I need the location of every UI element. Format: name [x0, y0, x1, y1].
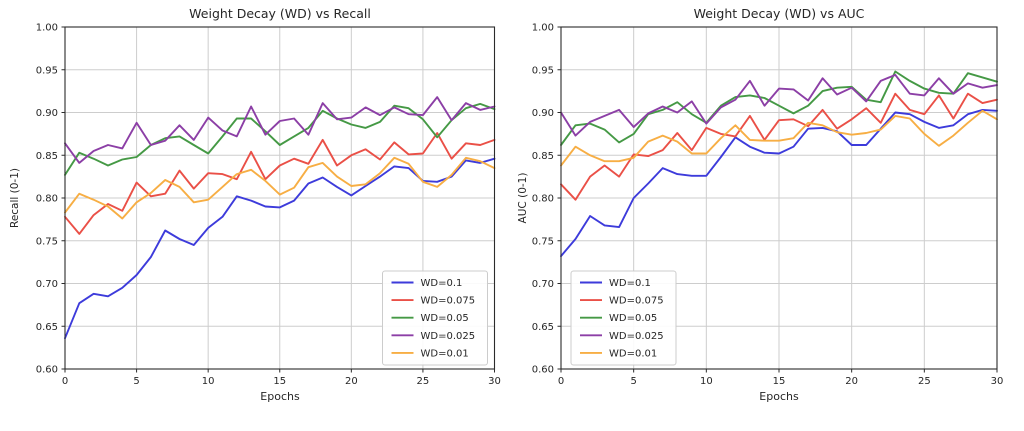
x-tick-label: 10 [202, 376, 215, 387]
y-tick-label: 0.75 [36, 236, 58, 247]
legend: WD=0.1 WD=0.075 WD=0.05 WD=0.025 WD=0.01 [382, 270, 488, 366]
x-tick-label: 20 [845, 376, 858, 387]
y-tick-label: 1.00 [36, 23, 58, 34]
x-tick-label: 30 [991, 376, 1004, 387]
x-tick-label: 15 [773, 376, 786, 387]
y-tick-label: 0.70 [532, 279, 554, 290]
series-line-wd-0.075 [64, 132, 496, 235]
x-axis-label: Epochs [260, 390, 300, 403]
y-tick-label: 0.85 [36, 151, 58, 162]
series-line-wd-0.05 [560, 70, 998, 146]
y-tick-label: 0.90 [532, 108, 554, 119]
y-tick-label: 0.80 [532, 194, 554, 205]
legend-label: WD=0.025 [421, 331, 476, 342]
legend-box [570, 270, 677, 366]
auc-chart: Weight Decay (WD) vs AUC AUC (0-1) Epoch… [512, 0, 1024, 431]
y-tick-label: 0.70 [36, 279, 58, 290]
legend-label: WD=0.05 [421, 313, 469, 324]
legend-label: WD=0.075 [421, 296, 476, 307]
x-tick-label: 30 [488, 376, 501, 387]
chart-title: Weight Decay (WD) vs Recall [189, 6, 371, 21]
series-line-wd-0.025 [64, 96, 496, 164]
series-line-wd-0.1 [560, 108, 998, 258]
x-tick-label: 0 [62, 376, 68, 387]
plot-area: 0 5 10 15 20 25 30 0.60 0.65 0.70 0.75 0.80 0.85 0.90… [36, 23, 501, 388]
x-tick-label: 25 [918, 376, 931, 387]
plot-area: 0 5 10 15 20 25 30 0.60 0.65 0.70 0.75 0.80 0.85 0.90… [532, 23, 1004, 388]
series-line-wd-0.075 [560, 92, 998, 201]
legend-label: WD=0.05 [609, 313, 657, 324]
legend-label: WD=0.1 [609, 278, 651, 289]
x-tick-label: 25 [417, 376, 430, 387]
y-tick-label: 0.75 [532, 236, 554, 247]
legend: WD=0.1 WD=0.075 WD=0.05 WD=0.025 WD=0.01 [570, 270, 677, 366]
y-tick-label: 0.60 [532, 365, 554, 376]
y-tick-label: 0.95 [532, 65, 554, 76]
series-line-wd-0.01 [64, 156, 496, 220]
y-tick-label: 0.85 [532, 151, 554, 162]
legend-box [382, 270, 488, 366]
x-tick-label: 20 [345, 376, 358, 387]
series-line-wd-0.025 [560, 73, 998, 137]
chart-title: Weight Decay (WD) vs AUC [693, 6, 865, 21]
y-tick-label: 0.60 [36, 365, 58, 376]
x-tick-label: 5 [630, 376, 636, 387]
y-tick-label: 0.65 [36, 322, 58, 333]
legend-label: WD=0.01 [609, 348, 657, 359]
y-tick-label: 0.65 [532, 322, 554, 333]
legend-label: WD=0.1 [421, 278, 463, 289]
legend-label: WD=0.01 [421, 348, 469, 359]
y-tick-label: 0.95 [36, 65, 58, 76]
x-tick-label: 0 [558, 376, 564, 387]
legend-label: WD=0.025 [609, 331, 664, 342]
recall-chart: Weight Decay (WD) vs Recall Recall (0-1)… [9, 6, 501, 403]
x-tick-label: 5 [133, 376, 139, 387]
y-tick-label: 0.80 [36, 194, 58, 205]
x-tick-label: 15 [273, 376, 286, 387]
y-tick-label: 0.90 [36, 108, 58, 119]
series-line-wd-0.01 [560, 109, 998, 167]
y-tick-label: 1.00 [532, 23, 554, 34]
series-line-wd-0.05 [64, 102, 496, 176]
x-tick-label: 10 [700, 376, 713, 387]
legend-label: WD=0.075 [609, 296, 664, 307]
x-axis-label: Epochs [759, 390, 799, 403]
